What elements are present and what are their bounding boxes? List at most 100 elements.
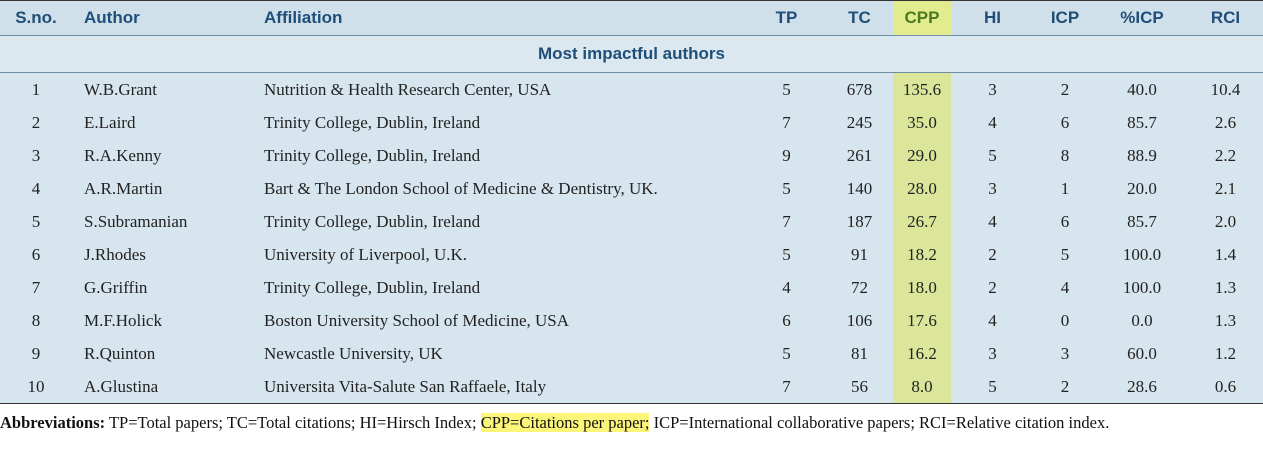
cell-tc: 106 — [826, 304, 893, 337]
authors-table: S.no. Author Affiliation TP TC CPP HI IC… — [0, 0, 1263, 404]
table-row: 6 J.Rhodes University of Liverpool, U.K. 5 9… — [0, 238, 1263, 271]
cell-rci: 2.0 — [1188, 205, 1263, 238]
col-header-sno: S.no. — [0, 0, 72, 36]
table-row: 9 R.Quinton Newcastle University, UK 5 81 16.… — [0, 337, 1263, 370]
footnote-text-2: ICP=International collaborative papers; … — [649, 413, 1110, 432]
cell-author: R.Quinton — [72, 337, 250, 370]
col-header-icp: ICP — [1034, 0, 1096, 36]
cell-percent-icp: 20.0 — [1096, 172, 1188, 205]
cell-percent-icp: 85.7 — [1096, 106, 1188, 139]
col-header-author: Author — [72, 0, 250, 36]
cell-sno: 7 — [0, 271, 72, 304]
cell-icp: 0 — [1034, 304, 1096, 337]
cell-cpp: 26.7 — [893, 205, 951, 238]
cell-affiliation: Newcastle University, UK — [250, 337, 747, 370]
cell-tp: 6 — [747, 304, 826, 337]
cell-tp: 7 — [747, 370, 826, 404]
cell-sno: 2 — [0, 106, 72, 139]
cell-cpp: 35.0 — [893, 106, 951, 139]
cell-tp: 5 — [747, 238, 826, 271]
cell-rci: 1.3 — [1188, 271, 1263, 304]
cell-icp: 2 — [1034, 72, 1096, 106]
cell-icp: 2 — [1034, 370, 1096, 404]
cell-sno: 1 — [0, 72, 72, 106]
cell-tc: 261 — [826, 139, 893, 172]
table-row: 5 S.Subramanian Trinity College, Dublin, I… — [0, 205, 1263, 238]
cell-affiliation: Universita Vita-Salute San Raffaele, Ita… — [250, 370, 747, 404]
cell-sno: 8 — [0, 304, 72, 337]
cell-tp: 7 — [747, 106, 826, 139]
cell-tp: 5 — [747, 172, 826, 205]
cell-author: A.R.Martin — [72, 172, 250, 205]
cell-affiliation: Bart & The London School of Medicine & D… — [250, 172, 747, 205]
cell-sno: 6 — [0, 238, 72, 271]
cell-author: G.Griffin — [72, 271, 250, 304]
cell-icp: 3 — [1034, 337, 1096, 370]
footnote-text-1: TP=Total papers; TC=Total citations; HI=… — [105, 413, 481, 432]
cell-sno: 3 — [0, 139, 72, 172]
footnote: Abbreviations: TP=Total papers; TC=Total… — [0, 413, 1263, 433]
cell-hi: 3 — [951, 337, 1034, 370]
cell-cpp: 16.2 — [893, 337, 951, 370]
cell-affiliation: Boston University School of Medicine, US… — [250, 304, 747, 337]
cell-tp: 9 — [747, 139, 826, 172]
section-row: Most impactful authors — [0, 35, 1263, 73]
cell-affiliation: Trinity College, Dublin, Ireland — [250, 271, 747, 304]
table-body: 1 W.B.Grant Nutrition & Health Research Ce… — [0, 72, 1263, 404]
cell-hi: 3 — [951, 172, 1034, 205]
col-header-cpp: CPP — [893, 0, 951, 36]
section-title: Most impactful authors — [0, 35, 1263, 73]
col-header-affiliation: Affiliation — [250, 0, 747, 36]
cell-affiliation: Trinity College, Dublin, Ireland — [250, 106, 747, 139]
cell-icp: 6 — [1034, 205, 1096, 238]
cell-tc: 140 — [826, 172, 893, 205]
col-header-percent-icp: %ICP — [1096, 0, 1188, 36]
cell-cpp: 29.0 — [893, 139, 951, 172]
col-header-tc: TC — [826, 0, 893, 36]
cell-tc: 245 — [826, 106, 893, 139]
cell-sno: 9 — [0, 337, 72, 370]
cell-percent-icp: 85.7 — [1096, 205, 1188, 238]
cell-author: R.A.Kenny — [72, 139, 250, 172]
cell-hi: 2 — [951, 238, 1034, 271]
cell-hi: 2 — [951, 271, 1034, 304]
cell-tp: 7 — [747, 205, 826, 238]
cell-author: A.Glustina — [72, 370, 250, 404]
table-figure: S.no. Author Affiliation TP TC CPP HI IC… — [0, 0, 1263, 432]
table-row: 7 G.Griffin Trinity College, Dublin, Irela… — [0, 271, 1263, 304]
cell-tc: 187 — [826, 205, 893, 238]
cell-sno: 10 — [0, 370, 72, 404]
cell-affiliation: Trinity College, Dublin, Ireland — [250, 205, 747, 238]
cell-hi: 4 — [951, 304, 1034, 337]
cell-cpp: 18.0 — [893, 271, 951, 304]
cell-hi: 4 — [951, 205, 1034, 238]
cell-cpp: 8.0 — [893, 370, 951, 404]
cell-sno: 5 — [0, 205, 72, 238]
cell-percent-icp: 0.0 — [1096, 304, 1188, 337]
cell-rci: 1.2 — [1188, 337, 1263, 370]
cell-percent-icp: 100.0 — [1096, 238, 1188, 271]
table-row: 2 E.Laird Trinity College, Dublin, Ireland… — [0, 106, 1263, 139]
cell-rci: 10.4 — [1188, 72, 1263, 106]
cell-icp: 1 — [1034, 172, 1096, 205]
table-row: 8 M.F.Holick Boston University School of M… — [0, 304, 1263, 337]
cell-tc: 91 — [826, 238, 893, 271]
cell-author: M.F.Holick — [72, 304, 250, 337]
cell-percent-icp: 40.0 — [1096, 72, 1188, 106]
cell-affiliation: Trinity College, Dublin, Ireland — [250, 139, 747, 172]
cell-icp: 4 — [1034, 271, 1096, 304]
cell-rci: 1.4 — [1188, 238, 1263, 271]
header-row: S.no. Author Affiliation TP TC CPP HI IC… — [0, 0, 1263, 36]
cell-affiliation: Nutrition & Health Research Center, USA — [250, 72, 747, 106]
cell-cpp: 135.6 — [893, 72, 951, 106]
cell-author: J.Rhodes — [72, 238, 250, 271]
cell-percent-icp: 100.0 — [1096, 271, 1188, 304]
cell-percent-icp: 28.6 — [1096, 370, 1188, 404]
table-row: 3 R.A.Kenny Trinity College, Dublin, Irela… — [0, 139, 1263, 172]
cell-cpp: 17.6 — [893, 304, 951, 337]
cell-tc: 81 — [826, 337, 893, 370]
cell-hi: 4 — [951, 106, 1034, 139]
footnote-highlight: CPP=Citations per paper; — [480, 413, 650, 432]
cell-sno: 4 — [0, 172, 72, 205]
cell-icp: 6 — [1034, 106, 1096, 139]
